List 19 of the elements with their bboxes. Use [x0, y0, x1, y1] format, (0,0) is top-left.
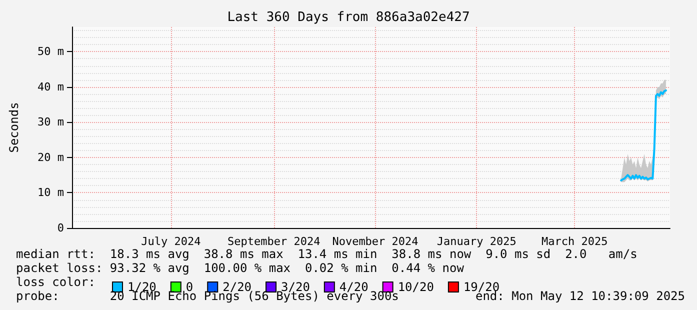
x-tick-label: January 2025: [436, 235, 516, 248]
x-tick-label: November 2024: [332, 235, 419, 248]
x-tick-label: July 2024: [141, 235, 202, 248]
text: packet loss: 93.32 % avg 100.00 % max 0.02 % min 0.44 % now: [16, 261, 464, 275]
x-tick-label: September 2024: [228, 235, 321, 248]
legend-title: loss color:: [16, 275, 96, 289]
chart-title: Last 360 Days from 886a3a02e427: [227, 10, 470, 25]
y-tick-label: 20 m: [38, 150, 64, 164]
x-tick-label: March 2025: [541, 235, 608, 248]
legend-label: 0: [186, 280, 194, 294]
y-tick-label: 0: [57, 222, 64, 234]
legend-label: 10/20: [398, 280, 434, 294]
y-axis-title: Seconds: [7, 102, 21, 153]
y-tick-label: 50 m: [38, 45, 64, 58]
y-tick-label: 40 m: [38, 80, 64, 94]
y-tick-label: 10 m: [38, 186, 64, 200]
legend-label: 19/20: [463, 280, 500, 294]
text: median rtt: 18.3 ms avg 38.8 ms max 13.4 ms min 38.8 ms now 9.0 ms sd 2.0 am/s: [16, 247, 638, 261]
y-tick-label: 30 m: [38, 116, 64, 129]
